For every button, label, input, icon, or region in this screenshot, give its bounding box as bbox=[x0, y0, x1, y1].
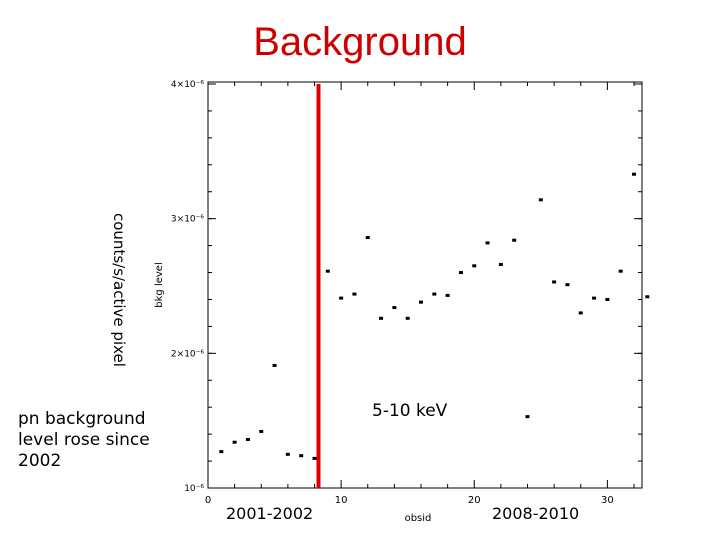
data-point bbox=[272, 363, 277, 367]
data-point bbox=[618, 269, 623, 273]
x-tick-label: 0 bbox=[205, 495, 211, 506]
data-point bbox=[232, 440, 237, 444]
slide-title: Background bbox=[253, 20, 467, 64]
y-tick-label: 3×10⁻⁶ bbox=[171, 215, 204, 225]
data-point bbox=[632, 172, 636, 176]
data-points bbox=[219, 172, 650, 460]
data-point bbox=[312, 456, 317, 460]
y-tick-label: 2×10⁻⁶ bbox=[171, 349, 204, 359]
data-point bbox=[299, 454, 304, 458]
data-point bbox=[379, 316, 384, 320]
data-point bbox=[605, 297, 610, 301]
tick-labels: 0 10 20 30 10⁻⁶ 2×10⁻⁶ 3×10⁻⁶ 4×10⁻⁶ bbox=[171, 80, 614, 506]
axis-ticks bbox=[207, 82, 642, 489]
data-point bbox=[432, 292, 437, 296]
x-tick-label: 10 bbox=[335, 495, 348, 506]
era-label-left: 2001-2002 bbox=[226, 504, 314, 523]
x-tick-label: 20 bbox=[468, 495, 481, 506]
x-axis-label: obsid bbox=[405, 513, 432, 524]
plot-border bbox=[207, 81, 643, 489]
data-point bbox=[445, 293, 450, 297]
data-point bbox=[565, 283, 570, 287]
data-point bbox=[365, 236, 370, 240]
data-point bbox=[645, 295, 650, 299]
data-point bbox=[592, 296, 597, 300]
data-point bbox=[485, 241, 490, 245]
data-point bbox=[245, 438, 250, 442]
era-label-right: 2008-2010 bbox=[492, 504, 580, 523]
data-point bbox=[392, 306, 397, 310]
data-point bbox=[325, 269, 330, 273]
data-point bbox=[472, 264, 477, 268]
x-tick-label: 30 bbox=[601, 495, 614, 506]
data-point bbox=[352, 292, 357, 296]
energy-band-label: 5-10 keV bbox=[372, 401, 448, 421]
data-point bbox=[419, 300, 423, 304]
data-point bbox=[458, 271, 463, 275]
y-tick-label: 4×10⁻⁶ bbox=[171, 80, 204, 90]
data-point bbox=[405, 316, 410, 320]
outer-y-axis-label: counts/s/active pixel bbox=[110, 213, 128, 367]
data-point bbox=[578, 311, 583, 315]
data-point bbox=[498, 262, 503, 266]
data-point bbox=[219, 450, 224, 454]
data-point bbox=[538, 198, 543, 202]
data-point bbox=[259, 429, 264, 433]
data-point bbox=[525, 415, 530, 419]
background-note: pn background level rose since 2002 bbox=[18, 409, 150, 471]
y-tick-label: 10⁻⁶ bbox=[184, 484, 204, 494]
data-point bbox=[552, 280, 557, 284]
plot-frame bbox=[207, 81, 643, 489]
data-point bbox=[512, 238, 517, 242]
data-point bbox=[285, 452, 290, 456]
data-point bbox=[339, 296, 344, 300]
y-axis-label: bkg level bbox=[154, 262, 165, 307]
